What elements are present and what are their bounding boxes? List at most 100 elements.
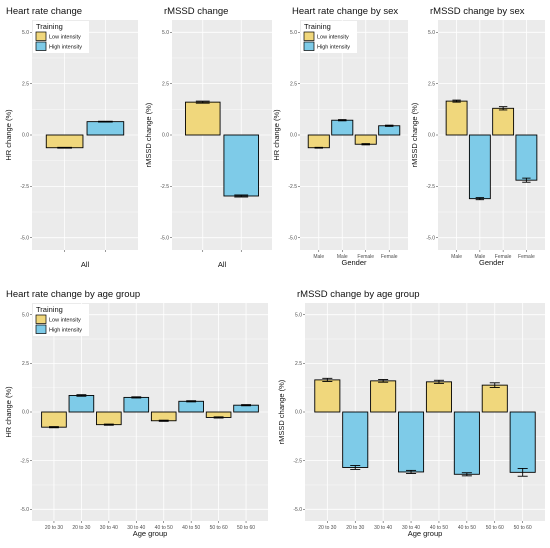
bar-low-intensity: [185, 101, 221, 136]
bar-low-intensity: [150, 411, 177, 422]
y-tick-label: -2.5: [426, 184, 435, 190]
bar-high-intensity: [398, 411, 425, 473]
legend: Training Low intensity High intensity: [33, 21, 89, 53]
y-tick-label: 0.0: [290, 133, 297, 139]
chart-title: Heart rate change by age group: [6, 289, 140, 300]
bar-high-intensity: [178, 400, 204, 413]
bar-low-intensity: [45, 134, 84, 149]
chart-title: rMSSD change: [164, 6, 228, 17]
y-tick-label: -5.0: [288, 235, 297, 241]
x-tick-label: 20 to 30: [346, 525, 364, 531]
bar-low-intensity: [370, 380, 397, 413]
legend-title: Training: [36, 22, 63, 31]
legend-key-high-intensity: [35, 324, 47, 334]
x-tick-label: 20 to 30: [72, 525, 90, 531]
bar-low-intensity: [96, 411, 122, 426]
legend-label: Low intensity: [49, 317, 81, 323]
bar-high-intensity: [86, 121, 125, 136]
legend-label: High intensity: [49, 44, 82, 50]
x-axis-label: All: [81, 260, 90, 269]
x-axis-label: Gender: [479, 258, 505, 267]
x-tick-label: 50 to 60: [486, 525, 504, 531]
bar-low-intensity: [492, 107, 515, 136]
y-tick-label: 2.5: [290, 81, 297, 87]
y-tick-label: 0.0: [22, 410, 29, 416]
bar-high-intensity: [342, 411, 369, 468]
y-tick-label: 2.5: [162, 81, 169, 87]
x-axis-label: Age group: [408, 529, 443, 538]
y-tick-label: -5.0: [20, 507, 29, 513]
legend-key-low-intensity: [35, 31, 47, 41]
bar-low-intensity: [314, 379, 341, 413]
x-tick-label: 50 to 60: [514, 525, 532, 531]
y-tick-label: 0.0: [162, 133, 169, 139]
bar-low-intensity: [307, 134, 330, 149]
x-tick-label: 40 to 50: [182, 525, 200, 531]
chart-panel-1: Heart rate change 5.0 2.5 0.0 -2.5 -5.0 All HR …: [4, 6, 138, 269]
x-tick-label: 40 to 50: [458, 525, 476, 531]
y-tick-label: 0.0: [428, 133, 435, 139]
y-tick-label: 5.0: [22, 312, 29, 318]
x-tick-label: 40 to 50: [155, 525, 173, 531]
y-axis-label: HR change (%): [272, 109, 281, 161]
y-tick-label: 5.0: [290, 30, 297, 36]
x-axis-label: Gender: [341, 258, 367, 267]
y-tick-label: -5.0: [20, 235, 29, 241]
legend-label: High intensity: [49, 327, 82, 333]
x-tick-label: Male: [451, 254, 462, 260]
y-tick-label: -5.0: [293, 507, 302, 513]
y-tick-label: 5.0: [295, 312, 302, 318]
chart-panel-4: rMSSD change by sex 5.0 2.5 0.0 -2.5 -5.0 Male…: [410, 6, 545, 267]
y-tick-label: -2.5: [20, 458, 29, 464]
chart-panel-3: Heart rate change by sex 5.0 2.5 0.0 -2.5 -5.…: [272, 6, 408, 267]
y-tick-label: 2.5: [22, 361, 29, 367]
x-tick-label: 30 to 40: [374, 525, 392, 531]
x-tick-label: Male: [337, 254, 348, 260]
x-tick-label: 20 to 30: [45, 525, 63, 531]
chart-title: rMSSD change by sex: [430, 6, 525, 17]
x-tick-label: 20 to 30: [318, 525, 336, 531]
y-tick-label: 2.5: [22, 81, 29, 87]
legend-key-low-intensity: [303, 31, 315, 41]
chart-title: Heart rate change: [6, 6, 82, 17]
x-tick-label: 30 to 40: [127, 525, 145, 531]
y-tick-label: 5.0: [162, 30, 169, 36]
x-axis-label: All: [218, 260, 227, 269]
x-tick-label: 40 to 50: [430, 525, 448, 531]
y-tick-label: 0.0: [295, 410, 302, 416]
legend-title: Training: [304, 22, 331, 31]
x-tick-label: Female: [495, 254, 512, 260]
y-tick-label: 5.0: [22, 30, 29, 36]
x-tick-label: 50 to 60: [237, 525, 255, 531]
y-axis-label: HR change (%): [4, 109, 13, 161]
x-tick-label: Female: [518, 254, 535, 260]
y-tick-label: -5.0: [160, 235, 169, 241]
bar-high-intensity: [515, 134, 538, 181]
legend: Training Low intensity High intensity: [33, 304, 89, 336]
x-tick-label: Female: [357, 254, 374, 260]
x-tick-label: Female: [381, 254, 398, 260]
bar-low-intensity: [425, 381, 452, 413]
bar-high-intensity: [123, 396, 150, 413]
bar-high-intensity: [223, 134, 259, 197]
bar-low-intensity: [41, 411, 67, 428]
bar-low-intensity: [354, 134, 377, 145]
chart-title: Heart rate change by sex: [292, 6, 398, 17]
y-tick-label: -2.5: [20, 184, 29, 190]
chart-panel-2: rMSSD change 5.0 2.5 0.0 -2.5 -5.0 All rMSSD ch…: [144, 6, 272, 269]
y-tick-label: -2.5: [288, 184, 297, 190]
x-tick-label: 30 to 40: [100, 525, 118, 531]
bar-high-intensity: [68, 395, 95, 413]
bar-low-intensity: [481, 384, 508, 413]
bar-high-intensity: [468, 134, 491, 200]
legend: Training Low intensity High intensity: [301, 21, 357, 53]
legend-title: Training: [36, 305, 63, 314]
bar-high-intensity: [331, 119, 354, 136]
y-axis-label: rMSSD change (%): [277, 379, 286, 444]
x-tick-label: 30 to 40: [402, 525, 420, 531]
bar-low-intensity: [445, 100, 468, 136]
legend-label: Low intensity: [317, 34, 349, 40]
bar-high-intensity: [378, 125, 401, 136]
y-tick-label: 2.5: [428, 81, 435, 87]
